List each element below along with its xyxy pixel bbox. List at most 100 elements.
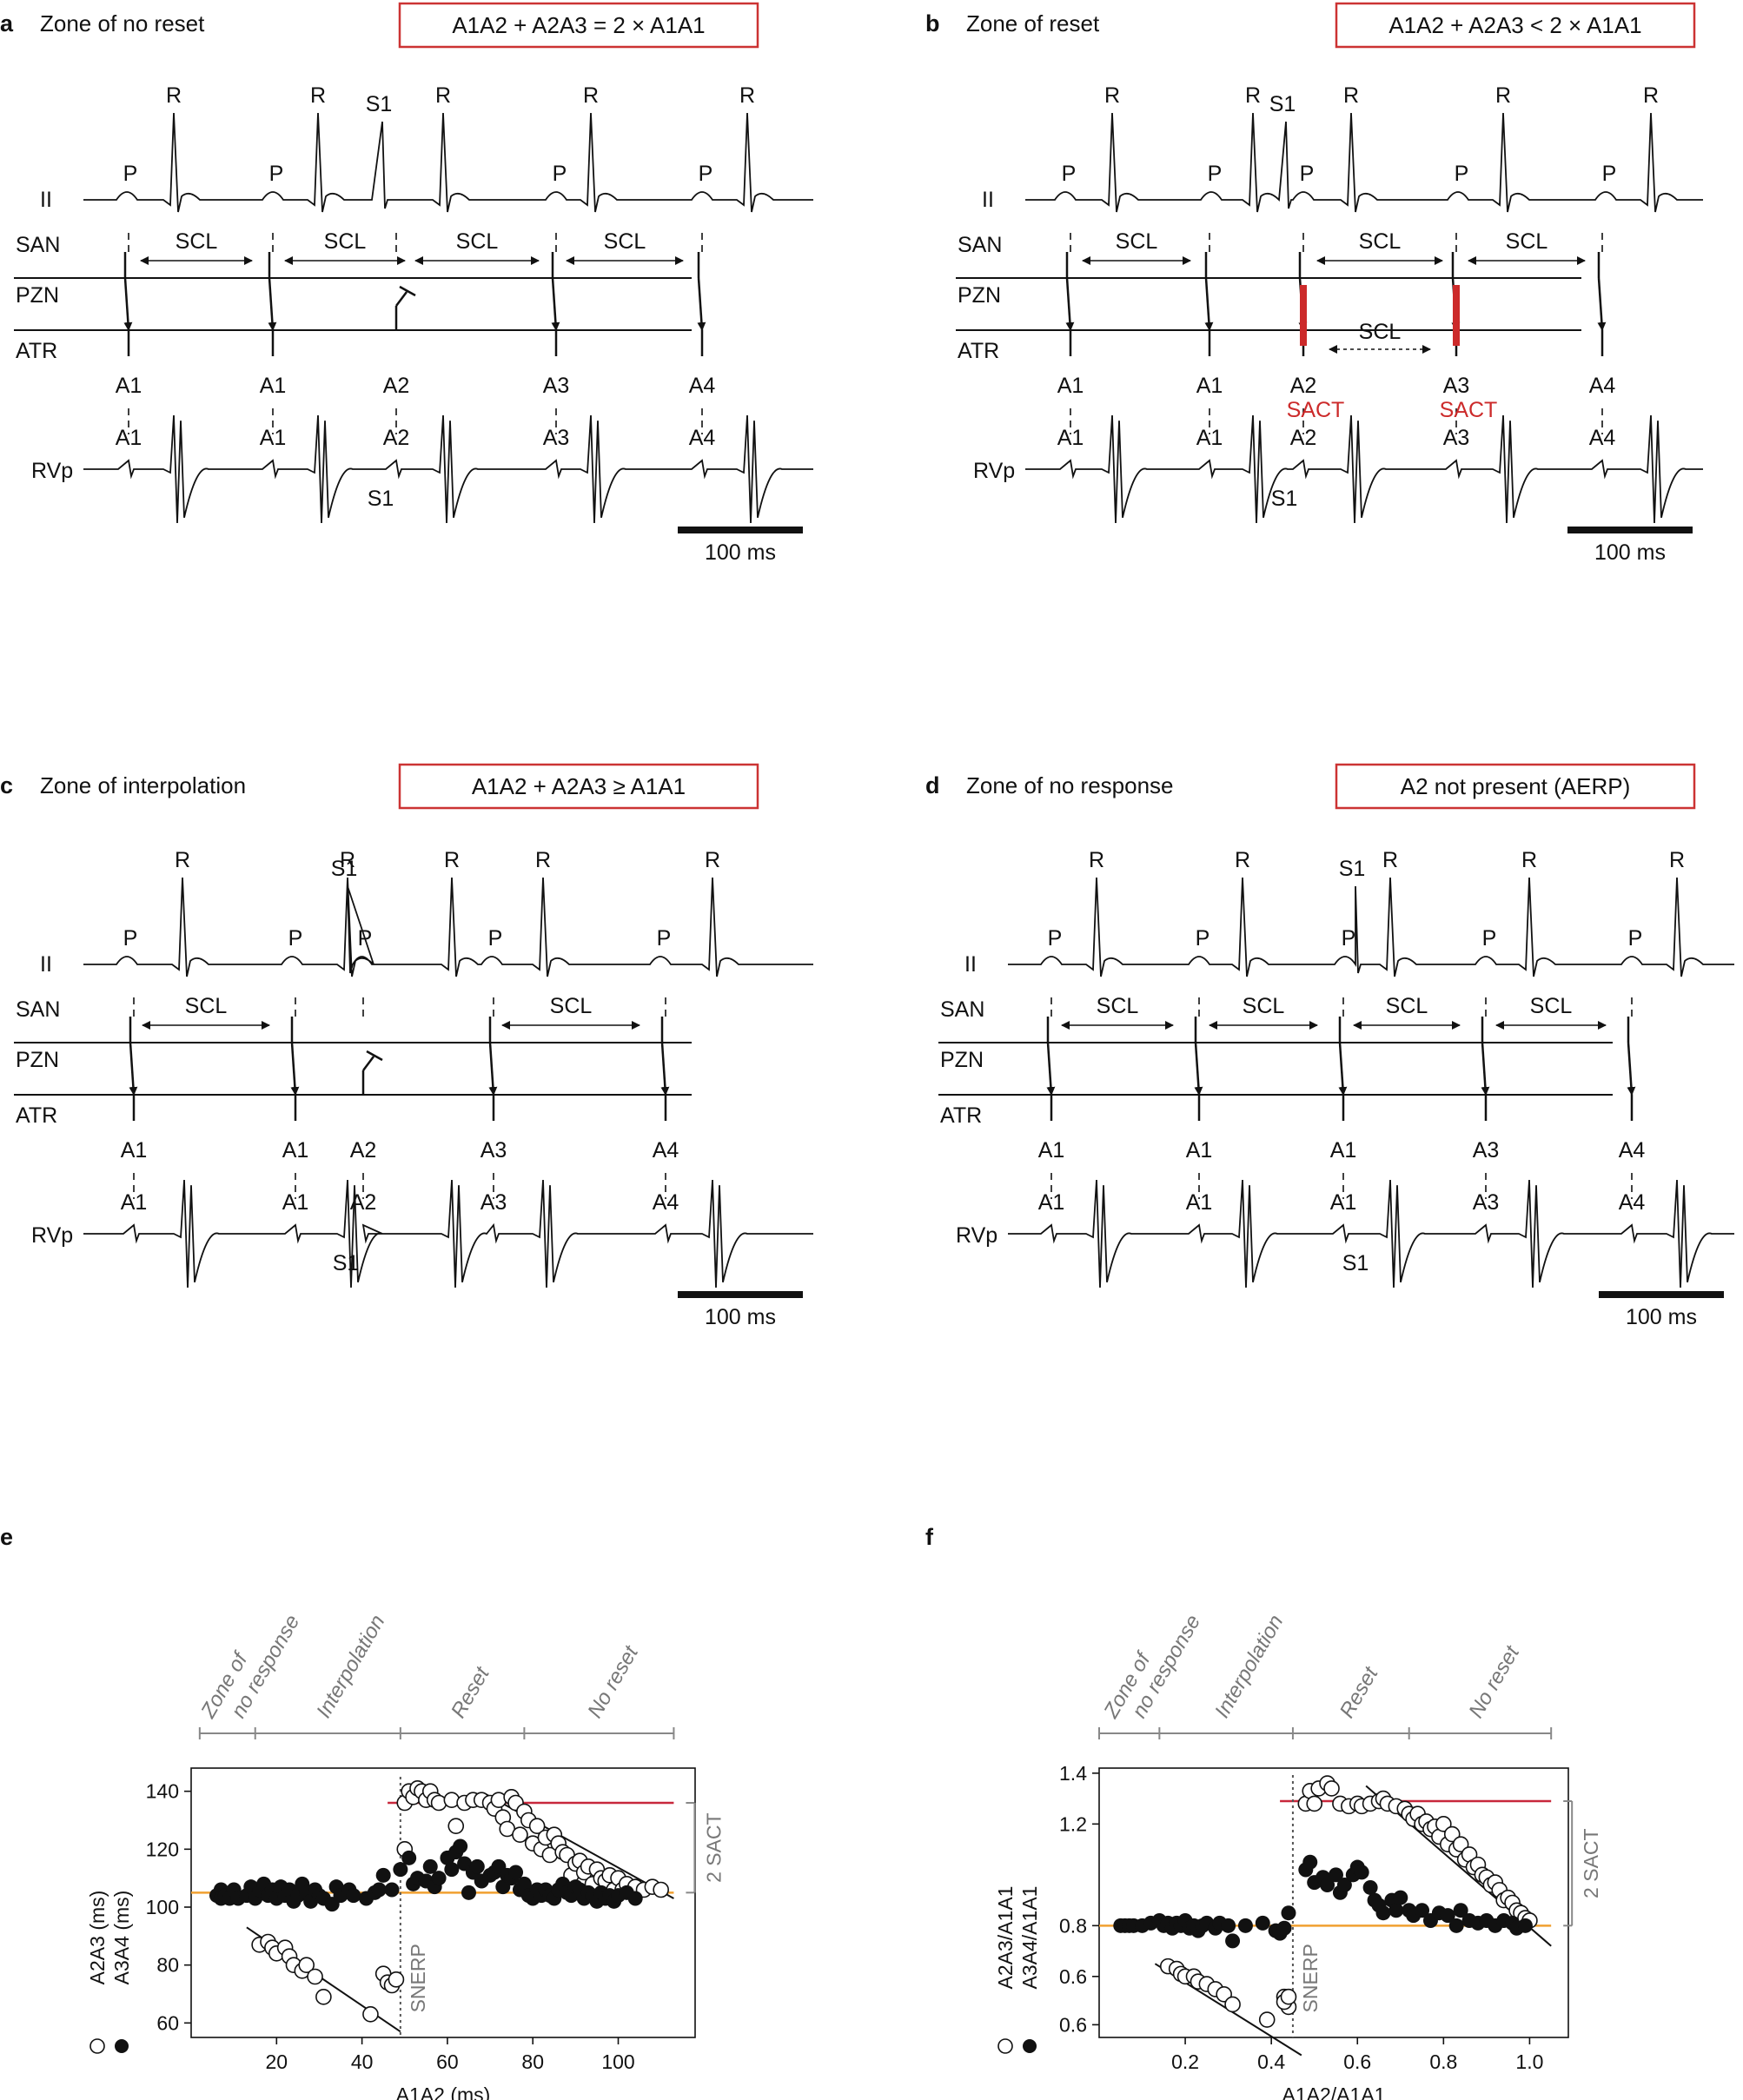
panel-c-title: Zone of interpolation [40,772,246,798]
conduction-line [1046,1042,1056,1096]
panel-a-traces: II RVp P P P P R R R R R S1 SAN PZN ATR A1 A1 A1 A1 A2 A2 A3 A… [14,83,813,565]
rvp-label-a1: A1 [1330,1190,1357,1215]
sact-label: SACT [1287,398,1345,422]
x-axis-label: A1A2 (ms) [396,2083,491,2100]
atr-label-a3: A3 [480,1138,507,1163]
panel-b-traces: II RVp P P P P P R R R R R S1 SAN PZN ATR A1 A1 A1 A1 A2 A2 A3… [956,83,1703,565]
ladder-row-san: SAN [958,233,1002,257]
data-point-open [1323,1780,1340,1797]
panel-d-formula-box [1335,763,1696,810]
scl-label: SCL [1530,994,1573,1018]
x-tick-label: 1.0 [1515,2050,1543,2073]
zone-label: Reset [447,1662,494,1722]
snerp-label: SNERP [1299,1944,1322,2012]
y-tick-label: 80 [156,1954,179,1977]
y-tick-label: 1.2 [1059,1812,1087,1835]
ladder-row-pzn: PZN [16,283,59,308]
scl-label: SCL [1506,229,1548,254]
data-point-open [1435,1816,1452,1832]
rvp-s1-label: S1 [368,487,394,511]
zone-label: Interpolation [1210,1611,1288,1722]
data-point-filled [1237,1918,1253,1933]
lead-rvp-label: RVp [31,459,73,483]
data-point-filled [453,1838,468,1854]
data-point-filled [401,1850,417,1865]
scale-bar-label: 100 ms [705,540,776,565]
p-wave-label: P [1455,162,1469,186]
data-point-open [1452,1836,1469,1853]
lead-rvp-label: RVp [31,1223,73,1248]
panel-a-letter: a [0,10,14,36]
data-point-filled [1281,1905,1296,1921]
p-wave-label: P [288,926,303,951]
data-point-filled [461,1885,476,1900]
pzn-block [395,291,408,307]
panel-c-header: c Zone of interpolation A1A2 + A2A3 ≥ A1… [0,763,759,810]
r-wave-label: R [166,83,182,108]
rvp-label-a3: A3 [1443,426,1470,450]
data-point-filled [1320,1878,1335,1893]
ladder-row-atr: ATR [16,339,57,363]
r-wave-label: R [1669,848,1685,872]
data-point-filled [1375,1905,1391,1921]
rvp-label-a1: A1 [260,426,287,450]
s1-label: S1 [331,857,358,881]
panel-c-formula: A1A2 + A2A3 ≥ A1A1 [472,773,686,799]
panel-d-title: Zone of no response [966,772,1174,798]
rvp-label-a3: A3 [480,1190,507,1215]
atr-label-a4: A4 [1589,374,1616,398]
data-point-filled [393,1862,408,1878]
panel-b-title: Zone of reset [966,10,1100,36]
conduction-line [1597,277,1607,331]
p-wave-label: P [1300,162,1315,186]
p-wave-label: P [123,162,138,186]
scl-label: SCL [1386,994,1428,1018]
data-point-filled [516,1876,532,1891]
rvp-s1-label: S1 [1271,487,1298,511]
data-point-open [1280,1988,1297,2005]
r-wave-label: R [435,83,451,108]
data-point-filled [508,1865,524,1880]
panel-e-letter: e [0,1524,13,1550]
rvp-label-a1: A1 [1038,1190,1065,1215]
data-point-open [315,1989,332,2005]
data-point-filled [371,1882,387,1898]
r-wave-label: R [1343,83,1359,108]
scl-label: SCL [1359,229,1402,254]
p-wave-label: P [1208,162,1223,186]
panel-a-formula: A1A2 + A2A3 = 2 × A1A1 [452,12,705,38]
rvp-s1-label: S1 [1342,1251,1369,1275]
panel-d-traces: II RVp P P P P P R R R R R S1 SAN PZN ATR A1 A1 A1 A1 A1 A1 A3… [938,848,1734,1329]
data-point-filled [1221,1918,1236,1933]
scale-bar-label: 100 ms [1594,540,1666,565]
r-wave-label: R [1235,848,1250,872]
scl-label: SCL [604,229,646,254]
y-axis-label-open: A2A3/A1A1 [994,1886,1017,1990]
sact-label: SACT [1440,398,1498,422]
panel-d-formula: A2 not present (AERP) [1401,773,1630,799]
data-point-filled [422,1858,438,1874]
p-wave-label: P [657,926,672,951]
ladder-row-san: SAN [940,997,984,1022]
x-axis-label: A1A2/A1A1 [1282,2083,1386,2100]
data-point-open [512,1826,528,1843]
panel-b-letter: b [925,10,940,36]
y-tick-label: 100 [146,1896,179,1918]
conduction-line [129,1042,138,1096]
scale-bar-label: 100 ms [705,1305,776,1329]
rvp-label-a1: A1 [116,426,142,450]
x-tick-label: 0.4 [1257,2050,1285,2073]
ladder-row-san: SAN [16,233,60,257]
p-wave-label: P [1628,926,1643,951]
atr-label-a1: A1 [260,374,287,398]
r-wave-label: R [583,83,599,108]
scl-label: SCL [550,994,593,1018]
scl-label: SCL [176,229,218,254]
ladder-row-pzn: PZN [958,283,1001,308]
r-wave-label: R [1382,848,1398,872]
ladder-row-pzn: PZN [940,1048,984,1072]
scale-bar [1599,1291,1724,1298]
atr-label-a4: A4 [689,374,716,398]
